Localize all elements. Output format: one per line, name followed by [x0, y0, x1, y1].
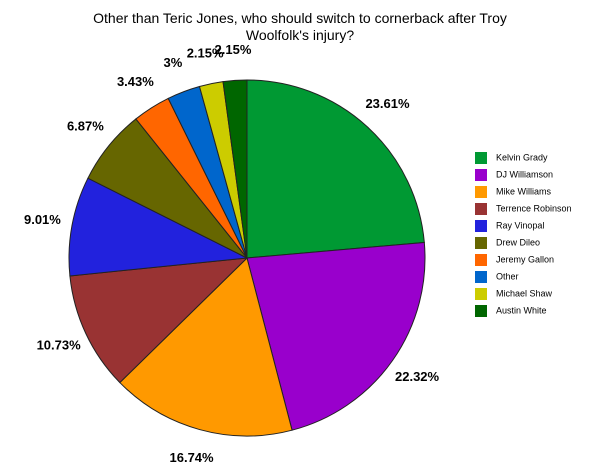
- value-label: 2.15%: [187, 46, 224, 61]
- value-label: 3%: [163, 55, 182, 70]
- value-label: 10.73%: [37, 338, 82, 353]
- value-label: 6.87%: [67, 119, 104, 134]
- pie-slice: [246, 241, 426, 431]
- value-label: 9.01%: [24, 212, 61, 227]
- legend-label: DJ Williamson: [496, 169, 553, 179]
- legend-label: Ray Vinopal: [496, 220, 544, 230]
- value-label: 22.32%: [395, 369, 440, 384]
- pie-slice: [68, 177, 249, 277]
- legend-label: Other: [496, 271, 519, 281]
- legend-label: Michael Shaw: [496, 288, 553, 298]
- legend-swatch: [475, 186, 487, 198]
- legend-label: Kelvin Grady: [496, 152, 548, 162]
- pie-slice: [69, 257, 249, 384]
- legend-swatch: [475, 305, 487, 317]
- value-label: 23.61%: [365, 96, 410, 111]
- legend-label: Terrence Robinson: [496, 203, 572, 213]
- pie-slice: [119, 257, 293, 437]
- legend-swatch: [475, 169, 487, 181]
- legend-label: Drew Dileo: [496, 237, 540, 247]
- value-label: 16.74%: [170, 450, 215, 463]
- legend-swatch: [475, 237, 487, 249]
- chart-title: Other than Teric Jones, who should switc…: [93, 10, 507, 43]
- legend-swatch: [475, 271, 487, 283]
- legend-swatch: [475, 220, 487, 232]
- pie-slice: [222, 79, 248, 259]
- legend-swatch: [475, 152, 487, 164]
- pie-slice: [246, 79, 425, 259]
- legend-swatch: [475, 203, 487, 215]
- legend-label: Mike Williams: [496, 186, 551, 196]
- legend-label: Austin White: [496, 305, 547, 315]
- legend-label: Jeremy Gallon: [496, 254, 554, 264]
- legend-swatch: [475, 254, 487, 266]
- value-label: 2.15%: [215, 42, 252, 57]
- value-label: 3.43%: [117, 74, 154, 89]
- legend-swatch: [475, 288, 487, 300]
